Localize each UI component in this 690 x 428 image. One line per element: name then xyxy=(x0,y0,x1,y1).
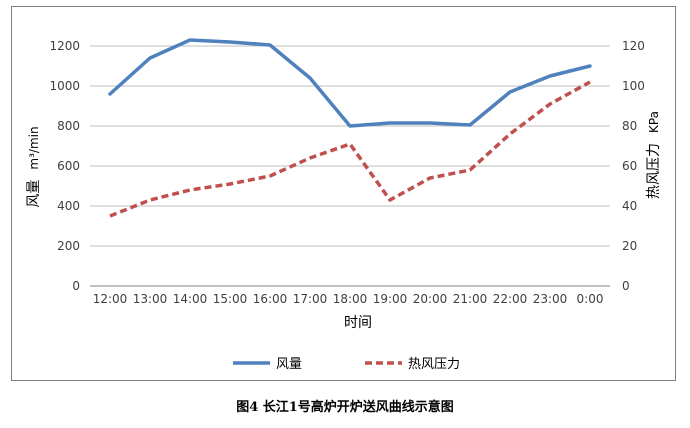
right-axis-title: 热风压力 KPa xyxy=(646,111,662,199)
right-tick-label: 40 xyxy=(622,199,637,213)
right-tick-label: 80 xyxy=(622,119,637,133)
right-axis-title-unit: KPa xyxy=(647,111,661,133)
left-tick-label: 1200 xyxy=(49,39,80,53)
series-line-pressure xyxy=(109,80,591,218)
right-tick-label: 60 xyxy=(622,159,637,173)
left-tick-label: 600 xyxy=(57,159,80,173)
right-tick-label: 20 xyxy=(622,239,637,253)
left-axis-ticks: 0 200 400 600 800 1000 1200 xyxy=(49,39,80,293)
legend-label-pressure: 热风压力 xyxy=(408,357,460,372)
x-tick-label: 14:00 xyxy=(173,292,208,306)
x-tick-label: 16:00 xyxy=(253,292,288,306)
left-axis-title-main: 风量 xyxy=(26,180,42,208)
x-axis-ticks: 12:00 13:00 14:00 15:00 16:00 17:00 18:00 19:00… xyxy=(93,292,604,306)
x-tick-label: 17:00 xyxy=(293,292,328,306)
right-tick-label: 0 xyxy=(622,279,630,293)
legend-label-airflow: 风量 xyxy=(276,357,302,372)
x-tick-label: 22:00 xyxy=(493,292,528,306)
svg-text:热风压力KPa: 热风压力 KPa xyxy=(646,111,662,199)
right-tick-label: 120 xyxy=(622,39,645,53)
x-tick-label: 0:00 xyxy=(577,292,604,306)
left-axis-title: 风量 m³/min xyxy=(26,126,42,207)
svg-text:风量m³/min: 风量 m³/min xyxy=(26,126,42,207)
left-tick-label: 400 xyxy=(57,199,80,213)
x-tick-label: 23:00 xyxy=(533,292,568,306)
chart: 0 200 400 600 800 1000 1200 0 20 40 60 80 100 120 12… xyxy=(26,38,662,372)
x-axis-title: 时间 xyxy=(344,315,372,331)
x-tick-label: 12:00 xyxy=(93,292,128,306)
series-line-airflow xyxy=(108,38,592,128)
x-tick-label: 18:00 xyxy=(333,292,368,306)
x-tick-label: 19:00 xyxy=(373,292,408,306)
x-tick-label: 15:00 xyxy=(213,292,248,306)
legend: 风量 热风压力 xyxy=(233,357,460,372)
left-tick-label: 0 xyxy=(72,279,80,293)
x-tick-label: 20:00 xyxy=(413,292,448,306)
right-tick-label: 100 xyxy=(622,79,645,93)
right-axis-ticks: 0 20 40 60 80 100 120 xyxy=(622,39,645,293)
figure-caption: 图4 长江1号高炉开炉送风曲线示意图 xyxy=(236,400,454,415)
left-axis-title-unit: m³/min xyxy=(27,126,41,169)
series-lines xyxy=(108,38,592,218)
right-axis-title-main: 热风压力 xyxy=(646,143,662,199)
chart-frame xyxy=(11,6,676,381)
left-tick-label: 1000 xyxy=(49,79,80,93)
left-tick-label: 800 xyxy=(57,119,80,133)
left-tick-label: 200 xyxy=(57,239,80,253)
x-tick-label: 21:00 xyxy=(453,292,488,306)
x-tick-label: 13:00 xyxy=(133,292,168,306)
